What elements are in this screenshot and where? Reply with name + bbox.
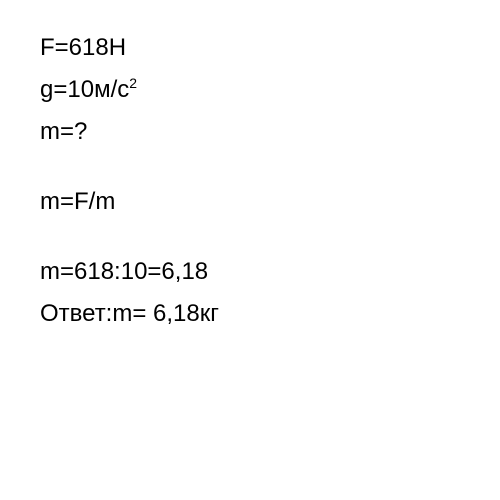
gravity-value: g=10 xyxy=(40,76,94,103)
given-force: F=618H xyxy=(40,30,460,66)
answer: Ответ:m= 6,18кг xyxy=(40,296,460,332)
given-gravity: g=10м/с2 xyxy=(40,72,460,108)
spacer-2 xyxy=(40,226,460,254)
unknown-mass: m=? xyxy=(40,114,460,150)
gravity-exponent: 2 xyxy=(129,75,137,91)
gravity-unit: м/с xyxy=(94,76,129,103)
spacer-1 xyxy=(40,156,460,184)
calculation: m=618:10=6,18 xyxy=(40,254,460,290)
formula: m=F/m xyxy=(40,184,460,220)
